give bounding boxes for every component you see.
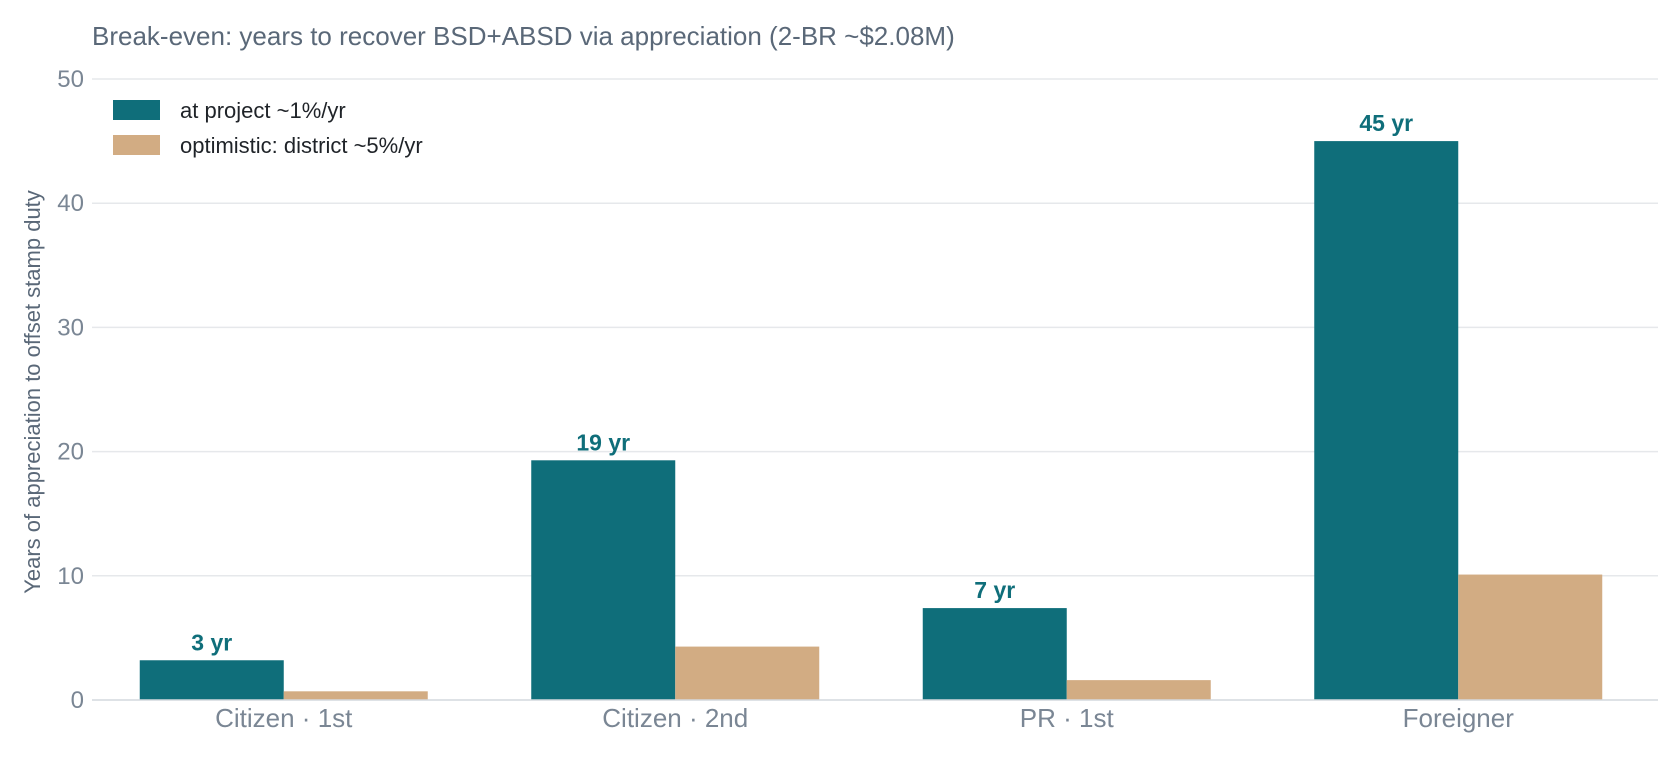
legend-label: optimistic: district ~5%/yr bbox=[180, 133, 423, 158]
y-tick-label: 40 bbox=[57, 190, 84, 217]
legend-label: at project ~1%/yr bbox=[180, 98, 346, 123]
bar-series-1-1 bbox=[675, 646, 820, 700]
bars bbox=[139, 141, 1603, 701]
y-axis-title: Years of appreciation to offset stamp du… bbox=[20, 190, 45, 594]
x-category-label: PR · 1st bbox=[1020, 703, 1115, 733]
data-label: 45 yr bbox=[1359, 110, 1413, 136]
legend-swatch bbox=[113, 135, 160, 155]
legend: at project ~1%/yr optimistic: district ~5… bbox=[113, 98, 423, 158]
y-tick-label: 0 bbox=[71, 687, 84, 714]
data-label: 19 yr bbox=[576, 429, 630, 455]
bar-series-1-2 bbox=[1066, 680, 1211, 700]
data-label: 3 yr bbox=[191, 629, 232, 655]
y-tick-label: 50 bbox=[57, 66, 84, 93]
legend-swatch bbox=[113, 100, 160, 120]
x-category-label: Citizen · 2nd bbox=[602, 703, 748, 733]
bar-series-0-0 bbox=[139, 660, 284, 700]
y-tick-label: 20 bbox=[57, 439, 84, 466]
x-category-label: Citizen · 1st bbox=[215, 703, 353, 733]
x-axis-labels: Citizen · 1st Citizen · 2nd PR · 1st Foreig… bbox=[215, 703, 1514, 733]
data-label: 7 yr bbox=[974, 577, 1015, 603]
y-tick-label: 30 bbox=[57, 314, 84, 341]
bar-series-1-0 bbox=[283, 691, 428, 700]
chart-title: Break-even: years to recover BSD+ABSD vi… bbox=[92, 21, 955, 51]
bar-series-0-2 bbox=[922, 608, 1067, 700]
y-axis-ticks: 0 10 20 30 40 50 bbox=[57, 66, 84, 714]
y-tick-label: 10 bbox=[57, 563, 84, 590]
data-labels: 3 yr 19 yr 7 yr 45 yr bbox=[191, 110, 1413, 655]
bar-series-1-3 bbox=[1458, 574, 1603, 700]
x-category-label: Foreigner bbox=[1403, 703, 1515, 733]
bar-series-0-1 bbox=[531, 460, 676, 700]
bar-series-0-3 bbox=[1314, 141, 1459, 701]
